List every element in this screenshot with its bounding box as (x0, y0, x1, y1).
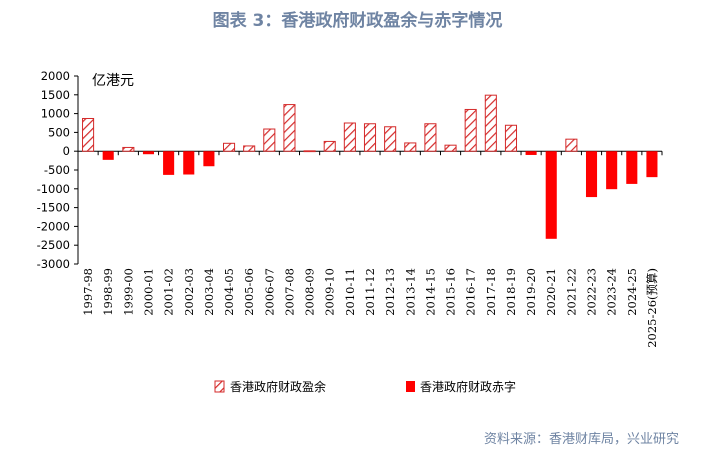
bar-surplus (243, 145, 256, 152)
bar-deficit (102, 151, 114, 160)
legend: 香港政府财政盈余 香港政府财政赤字 (214, 379, 516, 394)
x-tick-label: 2015-16 (444, 268, 458, 316)
bars (82, 94, 658, 239)
y-tick-labels: 2000 1500 1000 500 0 -500 -1000 -1500 -2000 -2500… (37, 69, 70, 271)
bar-surplus (122, 146, 135, 152)
y-tick-label: -2000 (37, 219, 70, 233)
x-tick-label: 2007-08 (282, 268, 296, 316)
x-tick-label: 2020-21 (544, 268, 558, 316)
legend-label-surplus: 香港政府财政盈余 (230, 379, 326, 394)
x-tick-label: 2025-26(预算) (645, 268, 659, 348)
x-tick-label: 2002-03 (182, 268, 196, 316)
x-tick-labels: 1997-98 1998-99 1999-00 2000-01 2001-02 2002-… (81, 268, 659, 348)
bar-deficit (525, 151, 537, 155)
x-tick-label: 2019-20 (524, 268, 538, 316)
y-tick-label: -1500 (37, 201, 70, 215)
x-tick-label: 2000-01 (141, 268, 155, 316)
bar-deficit (626, 151, 638, 184)
bar-surplus (283, 104, 296, 152)
x-tick-label: 2001-02 (162, 268, 176, 316)
y-tick-label: 2000 (41, 69, 70, 83)
bar-surplus (464, 108, 477, 152)
x-tick-label: 2004-05 (222, 268, 236, 316)
unit-label: 亿港元 (92, 73, 134, 89)
bar-surplus (303, 150, 316, 153)
bar-surplus (343, 122, 356, 152)
source-note: 资料来源：香港财库局，兴业研究 (483, 432, 679, 447)
bar-surplus (384, 126, 397, 152)
bar-surplus (82, 117, 95, 152)
bar-deficit (606, 151, 618, 190)
bar-surplus (263, 128, 276, 152)
y-tick-label: 0 (63, 144, 70, 158)
chart-title: 图表 3：香港政府财政盈余与赤字情况 (212, 11, 503, 31)
axes (74, 75, 663, 265)
legend-swatch-deficit (406, 381, 415, 392)
x-tick-label: 1999-00 (121, 268, 135, 316)
bar-deficit (183, 151, 195, 175)
y-tick-label: 500 (48, 125, 70, 139)
x-tick-label: 2011-12 (363, 268, 377, 316)
x-tick-label: 2003-04 (202, 268, 216, 316)
x-tick-label: 2010-11 (343, 268, 357, 316)
x-tick-label: 2022-23 (585, 268, 599, 316)
y-tick-label: -3000 (37, 257, 70, 271)
bar-deficit (163, 151, 175, 175)
x-tick-label: 1998-99 (101, 268, 115, 316)
bar-surplus (323, 140, 336, 152)
x-tick-label: 2008-09 (303, 268, 317, 316)
bar-deficit (545, 151, 557, 239)
y-tick-label: 1000 (41, 107, 70, 121)
bar-surplus (404, 142, 417, 152)
x-tick-label: 2024-25 (625, 268, 639, 316)
x-tick-label: 2009-10 (323, 268, 337, 316)
x-tick-label: 2006-07 (262, 268, 276, 316)
x-tick-label: 2018-19 (504, 268, 518, 316)
bar-surplus (565, 138, 578, 152)
bar-deficit (142, 151, 155, 155)
bar-deficit (585, 151, 598, 198)
x-tick-label: 2005-06 (242, 268, 256, 316)
x-tick-label: 2016-17 (464, 268, 478, 316)
bar-deficit (646, 151, 658, 178)
bar-surplus (424, 123, 437, 152)
y-tick-label: -1000 (37, 182, 70, 196)
bar-surplus (223, 142, 236, 152)
x-tick-label: 2023-24 (605, 268, 619, 316)
x-tick-label: 2017-18 (484, 268, 498, 316)
x-tick-label: 2012-13 (383, 268, 397, 316)
y-tick-label: -2500 (37, 238, 70, 252)
x-tick-label: 1997-98 (81, 268, 95, 316)
bar-surplus (363, 123, 377, 152)
y-tick-label: 1500 (41, 88, 70, 102)
y-tick-label: -500 (44, 163, 70, 177)
bar-surplus (444, 144, 457, 152)
bar-surplus (484, 94, 497, 152)
legend-swatch-surplus (214, 380, 225, 393)
bar-surplus (504, 124, 518, 152)
bar-deficit (203, 151, 215, 167)
x-tick-label: 2014-15 (423, 268, 437, 316)
x-tick-label: 2013-14 (403, 268, 417, 316)
legend-label-deficit: 香港政府财政赤字 (420, 379, 516, 394)
x-tick-label: 2021-22 (564, 268, 578, 316)
